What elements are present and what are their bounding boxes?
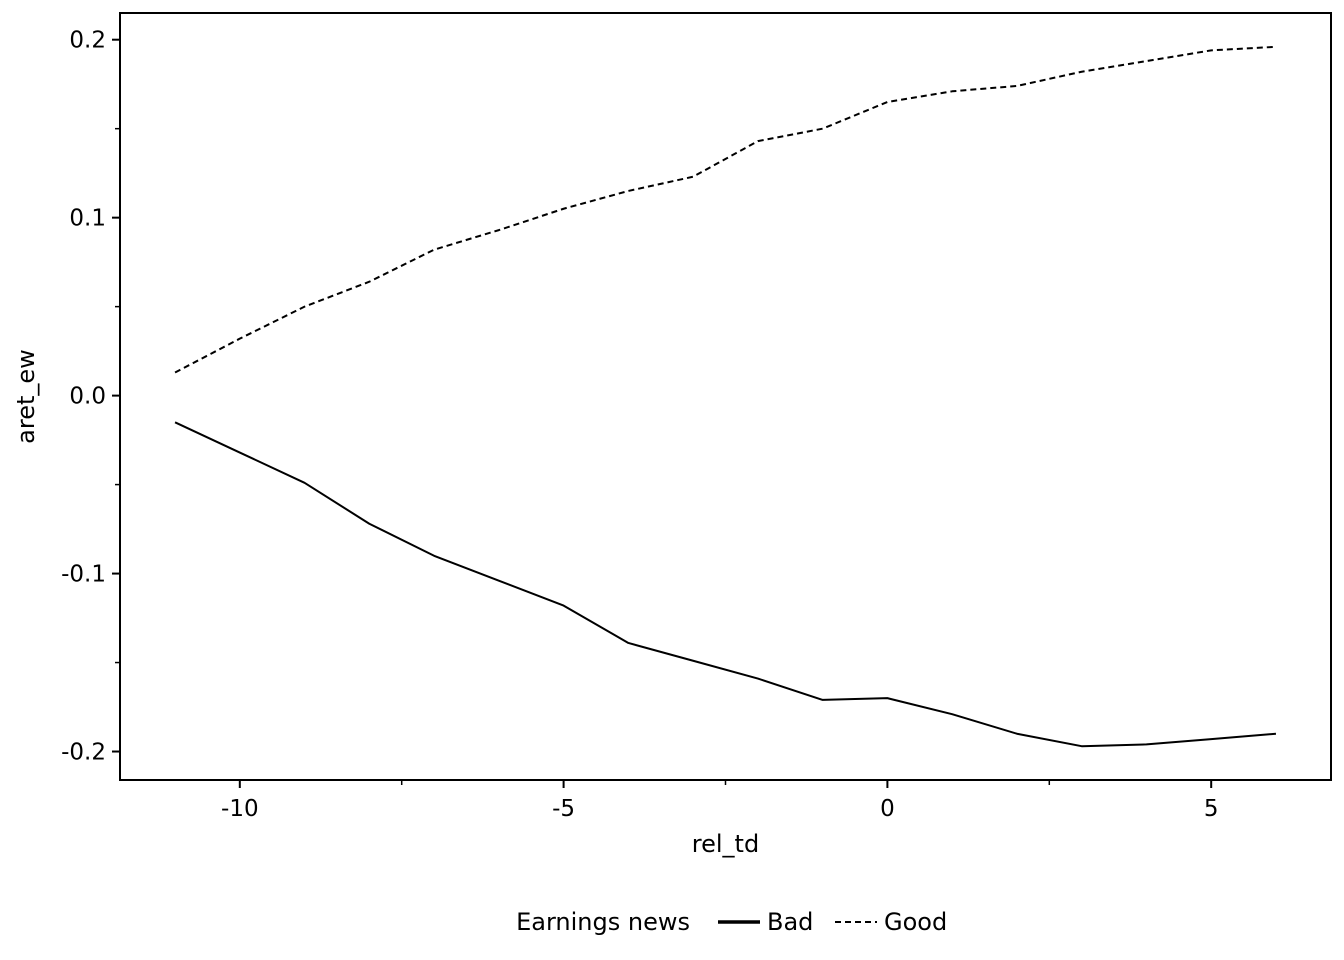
x-axis-title: rel_td xyxy=(692,830,759,858)
series-line-bad xyxy=(174,421,1277,748)
y-axis: -0.2 -0.1 0.0 0.1 0.2 xyxy=(61,28,120,766)
series-line-good xyxy=(174,45,1277,374)
legend-label-good: Good xyxy=(884,908,947,936)
y-tick-label: 0.0 xyxy=(69,384,106,410)
plot-lines xyxy=(174,45,1277,748)
legend-title: Earnings news xyxy=(516,908,690,936)
x-axis: -10 -5 0 5 xyxy=(221,780,1219,822)
y-tick-label: 0.1 xyxy=(69,206,106,232)
x-tick-label: 0 xyxy=(880,796,895,822)
y-axis-title: aret_ew xyxy=(12,349,40,444)
y-tick-label: 0.2 xyxy=(69,28,106,54)
x-tick-label: 5 xyxy=(1204,796,1219,822)
x-tick-label: -5 xyxy=(552,796,575,822)
legend-label-bad: Bad xyxy=(767,908,813,936)
y-tick-label: -0.1 xyxy=(61,562,106,588)
x-tick-label: -10 xyxy=(221,796,259,822)
y-tick-label: -0.2 xyxy=(61,740,106,766)
legend: Earnings news Bad Good xyxy=(516,908,947,936)
